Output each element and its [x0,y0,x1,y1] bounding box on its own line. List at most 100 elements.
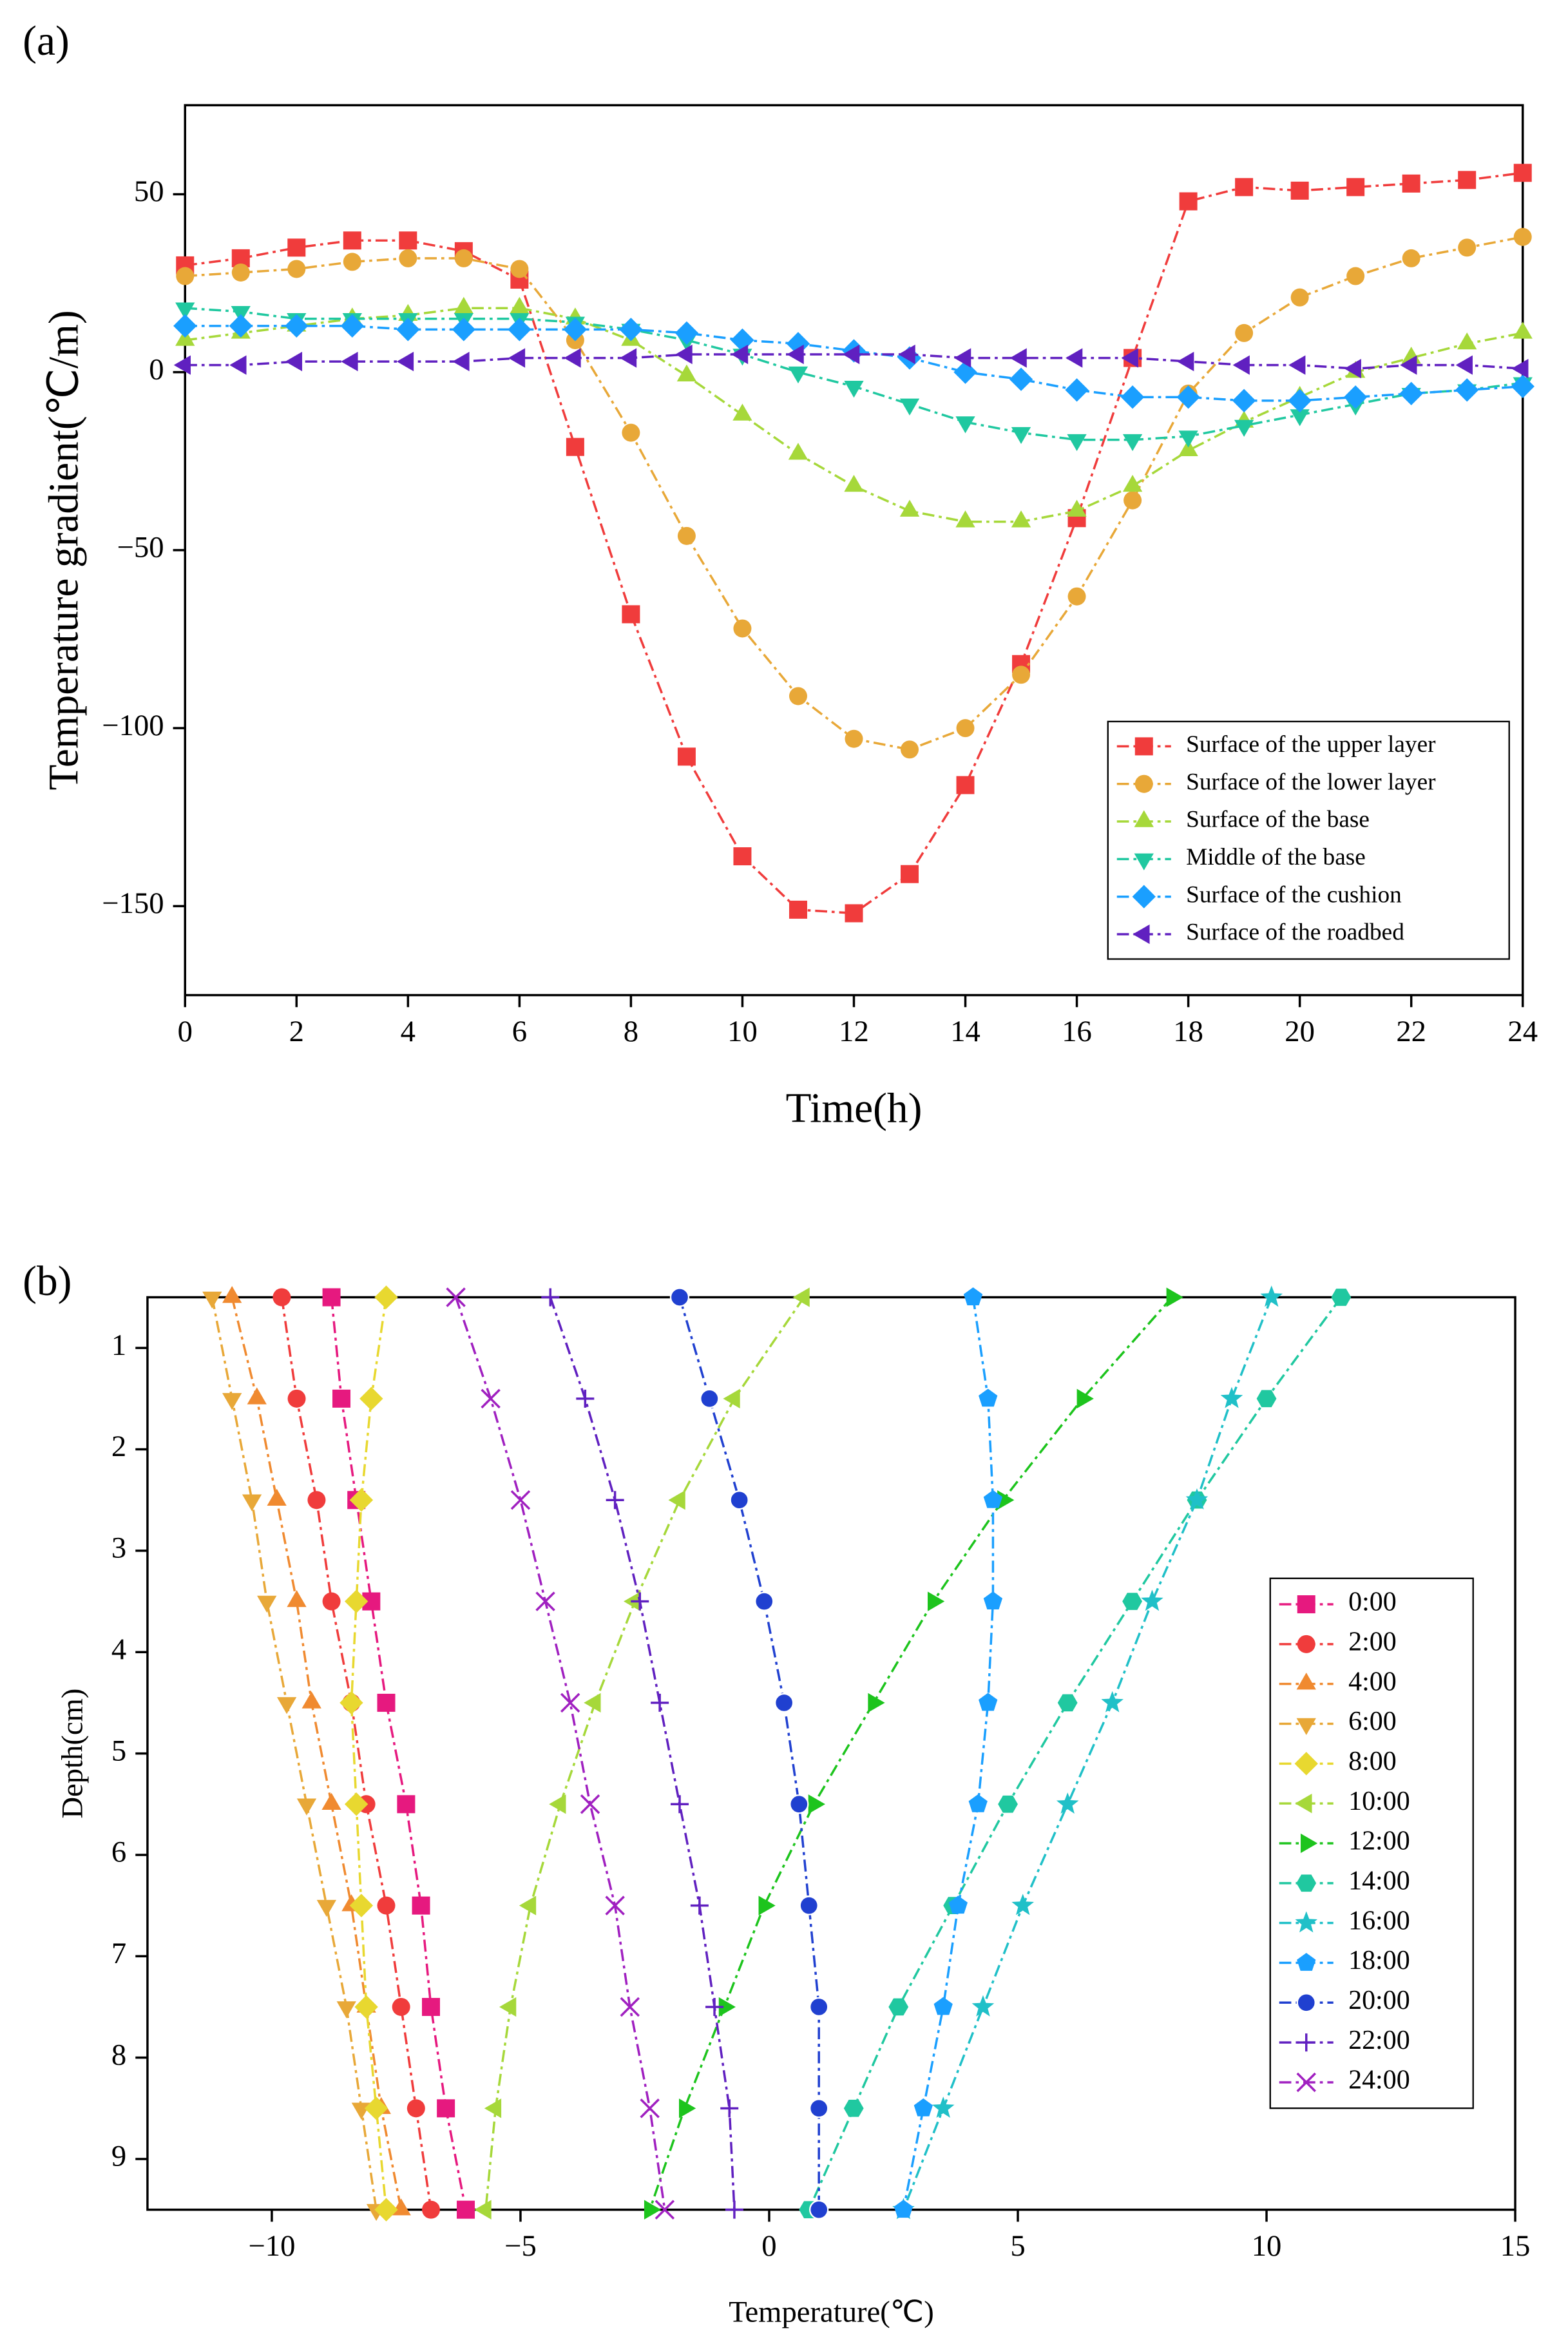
x-tick-label: 6 [512,1015,527,1048]
marker [535,1591,555,1611]
marker [396,318,420,341]
y-tick-label: 8 [111,2038,126,2071]
marker [484,2098,502,2118]
marker [519,1895,537,1915]
y-tick-label: −100 [102,709,164,742]
marker [508,348,526,368]
series-line [330,1297,467,2211]
marker [454,296,474,314]
marker [285,351,303,372]
marker [421,2200,440,2219]
marker [499,1997,517,2017]
marker [1290,288,1309,307]
marker [1458,238,1477,257]
legend-label: 2:00 [1348,1627,1397,1656]
marker [1297,1953,1316,1971]
marker [1297,1595,1315,1614]
marker [1399,381,1423,406]
marker [605,1895,625,1915]
legend-label: Surface of the upper layer [1186,731,1436,758]
marker [675,344,693,365]
marker [1295,1794,1312,1814]
marker [809,1997,829,2017]
marker [399,249,417,267]
marker [454,249,473,267]
x-tick-label: 5 [1010,2229,1025,2263]
marker [287,238,306,257]
marker [307,1491,326,1510]
marker [1457,332,1477,350]
marker [1455,378,1479,402]
marker [845,904,863,923]
marker [222,1393,242,1410]
marker [723,1388,740,1408]
marker [1067,434,1087,452]
marker [421,1997,440,2016]
x-tick-label: 14 [950,1015,980,1048]
marker [457,2200,475,2219]
marker [1134,737,1153,756]
marker [1179,192,1198,211]
marker [510,1490,531,1510]
marker [1178,439,1198,456]
legend-label: Middle of the base [1186,844,1366,870]
legend-label: 16:00 [1348,1906,1410,1935]
marker [541,1288,560,1307]
marker [344,1792,368,1816]
marker [1176,385,1200,409]
y-tick-label: 3 [111,1531,126,1565]
marker [452,318,476,341]
marker [899,499,920,517]
series-line [902,1297,995,2211]
marker [899,398,920,416]
marker [1513,164,1532,182]
marker [953,360,977,384]
legend-label: Surface of the lower layer [1186,769,1436,795]
marker [1297,1635,1315,1653]
legend-label: Surface of the cushion [1186,881,1402,908]
marker [1344,359,1361,379]
marker [1122,434,1143,452]
marker [392,1997,410,2016]
marker [868,1693,885,1713]
marker [622,423,640,442]
marker [1101,1691,1124,1713]
x-tick-label: 16 [1062,1015,1092,1048]
marker [619,348,637,368]
marker [276,1697,297,1714]
marker [1057,1694,1078,1712]
marker [1296,2072,1316,2093]
panel-label: (a) [23,18,70,64]
marker [668,1490,685,1510]
marker [396,351,414,372]
marker [322,1288,341,1307]
marker [272,1288,291,1307]
marker [619,318,643,341]
marker [1134,774,1153,793]
marker [1220,1387,1243,1408]
marker [671,1795,689,1814]
marker [932,2097,955,2118]
series-line [231,1297,403,2211]
legend-label: 4:00 [1348,1667,1397,1696]
marker [377,1693,396,1712]
legend-label: 22:00 [1348,2026,1410,2055]
series-line [350,1297,388,2210]
panel-label: (b) [23,1258,72,1305]
marker [733,619,752,638]
marker [267,1488,287,1506]
marker [1346,178,1365,197]
marker [676,364,697,381]
marker [1232,355,1250,375]
marker [758,1895,776,1915]
marker [1065,378,1089,402]
marker [732,403,752,421]
legend-label: Surface of the roadbed [1186,919,1404,946]
marker [983,1490,1003,1508]
marker [954,348,971,368]
marker [1402,174,1420,193]
marker [705,1997,724,2016]
marker [1296,1874,1317,1892]
marker [549,1794,566,1814]
